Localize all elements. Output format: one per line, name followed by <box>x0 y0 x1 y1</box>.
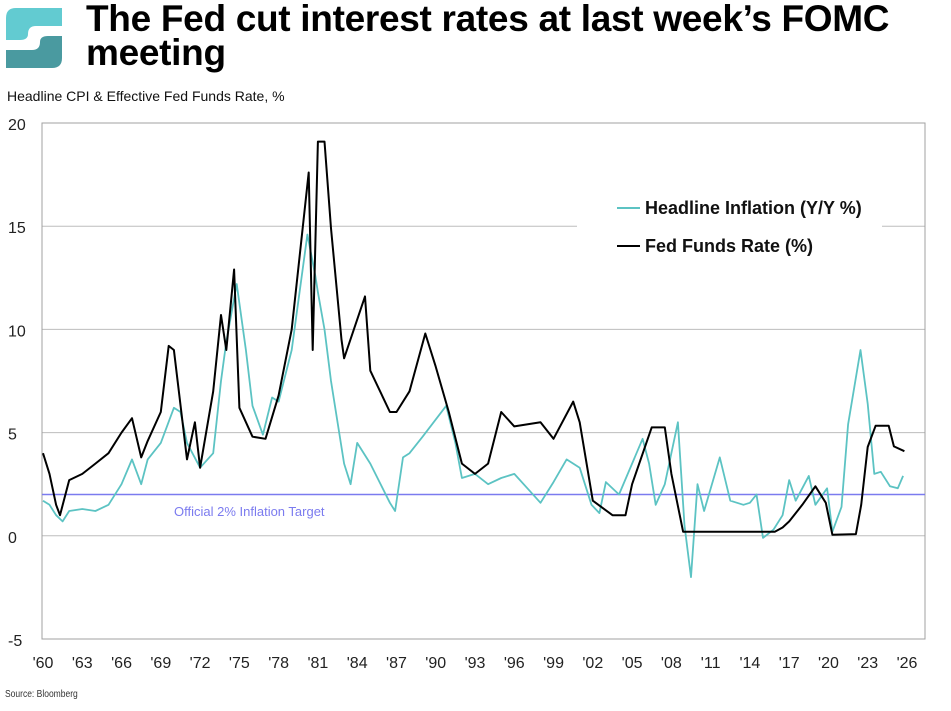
x-tick-label: '63 <box>72 655 93 672</box>
x-tick-label: '23 <box>857 655 878 672</box>
x-tick-label: '90 <box>425 655 446 672</box>
x-tick-label: '93 <box>465 655 486 672</box>
x-tick-label: '26 <box>897 655 918 672</box>
x-tick-label: '75 <box>229 655 250 672</box>
x-tick-label: '78 <box>268 655 289 672</box>
chart-subtitle: Headline CPI & Effective Fed Funds Rate,… <box>7 88 285 104</box>
x-tick-label: '72 <box>190 655 211 672</box>
source-note: Source: Bloomberg <box>5 689 78 700</box>
legend-box <box>577 183 882 265</box>
x-tick-label: '14 <box>739 655 760 672</box>
x-tick-label: '02 <box>582 655 603 672</box>
fed-funds-line <box>42 140 905 536</box>
legend-label: Fed Funds Rate (%) <box>645 236 813 256</box>
y-tick-label: 5 <box>8 427 17 444</box>
chart-title: The Fed cut interest rates at last week’… <box>86 0 890 73</box>
x-tick-label: '60 <box>33 655 54 672</box>
y-tick-label: -5 <box>8 633 22 650</box>
x-tick-label: '08 <box>661 655 682 672</box>
x-tick-label: '66 <box>111 655 132 672</box>
x-tick-label: '87 <box>386 655 407 672</box>
inflation-target-label: Official 2% Inflation Target <box>174 504 325 519</box>
legend-label: Headline Inflation (Y/Y %) <box>645 198 862 218</box>
x-tick-label: '11 <box>701 655 721 672</box>
x-tick-label: '20 <box>818 655 839 672</box>
x-tick-label: '69 <box>150 655 171 672</box>
x-tick-label: '81 <box>307 655 328 672</box>
x-tick-label: '99 <box>543 655 564 672</box>
y-tick-label: 20 <box>8 117 26 134</box>
x-tick-label: '96 <box>504 655 525 672</box>
y-tick-label: 10 <box>8 323 26 340</box>
x-tick-label: '05 <box>622 655 643 672</box>
x-tick-label: '84 <box>347 655 368 672</box>
inflation-line <box>42 233 904 578</box>
y-tick-label: 0 <box>8 530 17 547</box>
plot-border <box>41 122 926 640</box>
logo-icon <box>6 8 62 68</box>
y-tick-label: 15 <box>8 220 26 237</box>
x-tick-label: '17 <box>779 655 800 672</box>
